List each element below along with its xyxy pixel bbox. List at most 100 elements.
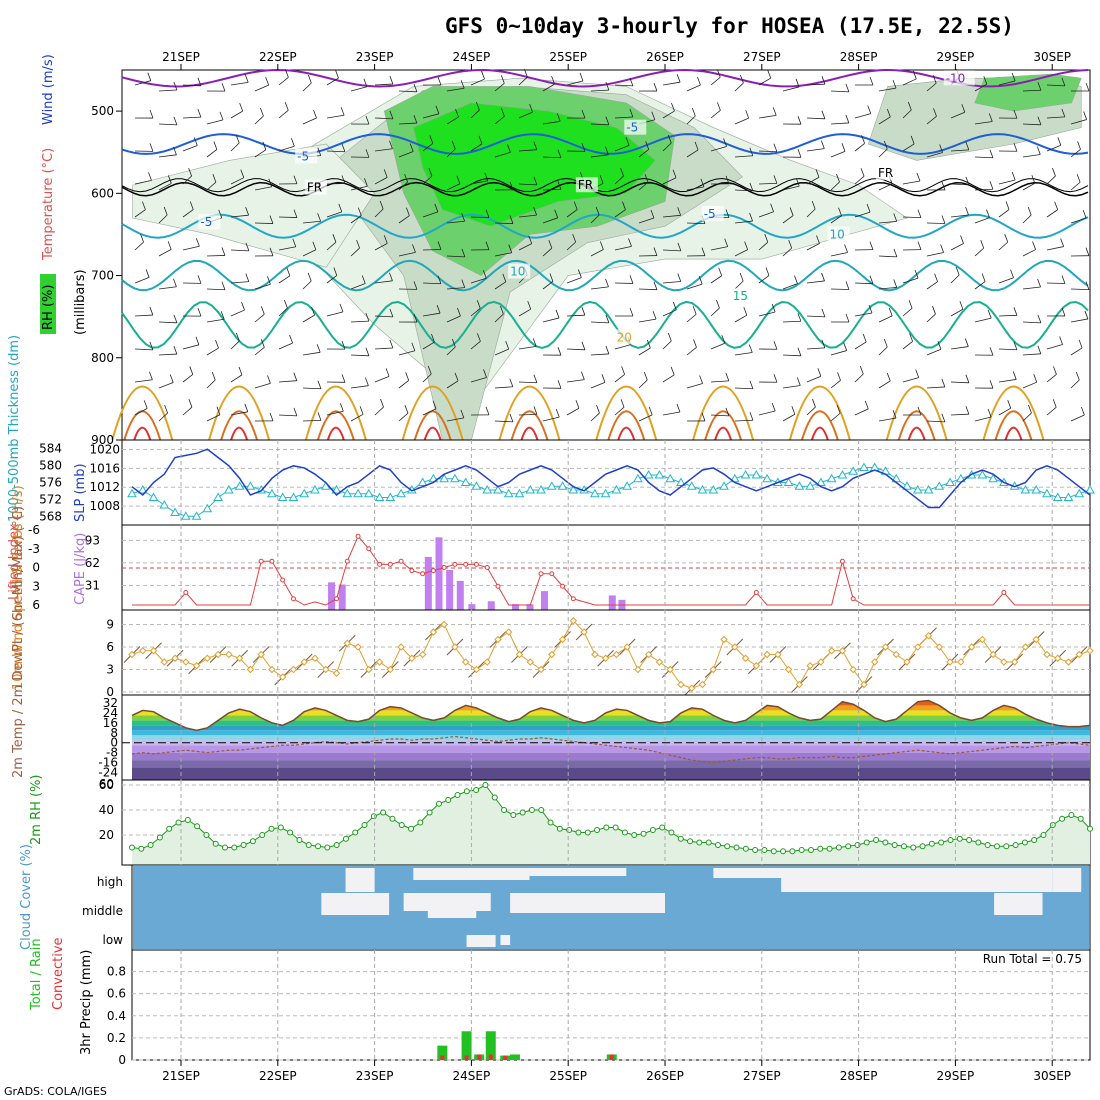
precip-conv-bar — [440, 1055, 445, 1060]
rh-shading — [132, 73, 1082, 441]
wind-barb — [782, 413, 796, 422]
wind-barb — [470, 78, 485, 86]
wind-barb — [158, 382, 174, 389]
contour-minus10 — [121, 68, 1089, 88]
wind10m-series-point — [257, 650, 265, 659]
wind-barb — [638, 217, 655, 224]
rh2m-point — [882, 839, 889, 846]
wind-barb — [350, 354, 369, 357]
rh2m-point — [714, 842, 721, 848]
thickness-series-point — [353, 488, 363, 498]
rh2m-point — [333, 842, 340, 848]
wind-barb-flag — [404, 173, 408, 183]
wind-barb-flag — [341, 340, 346, 350]
wind-barb — [1046, 144, 1062, 152]
wind10m-series-point — [526, 658, 534, 666]
li-point — [538, 571, 544, 577]
wind-barb — [470, 180, 488, 185]
thickness-series-point — [676, 477, 686, 486]
wind-barb — [878, 417, 897, 422]
wind-barb-flag — [312, 241, 317, 250]
wind-barb-flag — [765, 267, 770, 276]
wind-barb-flag — [500, 75, 505, 84]
wind-barb-flag — [697, 76, 701, 86]
wind-barb — [758, 241, 769, 251]
rh2m-point — [1003, 843, 1010, 850]
wind-barb — [782, 385, 801, 389]
thickness-series-point — [180, 511, 191, 520]
wind-barb-flag — [821, 308, 826, 318]
wind10m-series-point — [558, 635, 567, 644]
wind-barb-flag — [197, 275, 202, 284]
wind-barb — [542, 156, 561, 159]
wind10m-series-point — [967, 643, 976, 651]
wind-barb-flag — [1076, 174, 1081, 183]
wind10m-series-point — [892, 650, 900, 659]
wind10m-series-point — [408, 654, 416, 662]
wind-barb-flag — [195, 238, 200, 247]
wind-barb-flag — [595, 206, 600, 216]
wind-barb-flag — [939, 144, 943, 153]
wind-barb — [374, 148, 393, 152]
wind-barb — [854, 373, 864, 383]
pressure-tick-label: 900 — [91, 433, 114, 447]
precip-conv-bar — [503, 1055, 508, 1060]
wind-barb — [1046, 344, 1063, 350]
temp-band — [132, 760, 1090, 768]
thickness-series-point — [170, 507, 180, 516]
wind10m-series-point — [763, 650, 771, 659]
wind-barb-flag — [189, 201, 194, 210]
wind-barb — [470, 341, 481, 350]
contour-label-bg — [614, 329, 637, 345]
wind-barb-flag — [286, 267, 291, 276]
wind-barb-flag — [509, 215, 514, 224]
wind-barb — [518, 413, 537, 416]
wind-barb — [230, 340, 240, 350]
rh2m-point — [1021, 839, 1028, 846]
rh-tick-label: 40 — [99, 803, 114, 817]
wind-barb — [446, 346, 456, 356]
thickness-series-point — [224, 484, 234, 494]
contour-15 — [121, 300, 1089, 349]
wind-barb-flag — [220, 311, 225, 320]
top-date-label: 24SEP — [453, 50, 491, 64]
wind-barb — [590, 214, 600, 224]
contour-30 — [326, 426, 345, 441]
top-date-label: 25SEP — [549, 50, 587, 64]
top-date-label: 21SEP — [162, 50, 200, 64]
wind-barb-flag — [989, 380, 994, 389]
wind-barb — [206, 347, 219, 356]
wind-barb — [950, 183, 969, 186]
wind10m-series-point — [505, 628, 513, 636]
wind-barb-flag — [749, 212, 753, 222]
cloud-patch — [500, 935, 511, 945]
wind-barb-flag — [1033, 374, 1038, 383]
wind10m-series-point — [268, 665, 276, 674]
thickness-series-point — [277, 492, 288, 501]
wind-barb — [638, 414, 653, 422]
wind-barb-flag — [651, 111, 656, 120]
wind-barb-flag — [173, 314, 178, 323]
rh2m-point — [1087, 825, 1093, 832]
wind10m-series-point — [817, 658, 825, 666]
wind-barb-flag — [245, 207, 250, 216]
rh2m-point — [184, 817, 191, 823]
wind-barb-flag — [744, 241, 749, 250]
wind-barb-flag — [937, 341, 942, 350]
precip-total-bar — [485, 1031, 496, 1060]
wind-barb-flag — [193, 137, 198, 146]
wind-barb-flag — [605, 345, 610, 355]
cape-label: CAPE (J/kg) — [73, 533, 88, 605]
wind-barb — [854, 211, 871, 218]
wind-barb — [374, 376, 390, 383]
contour-10 — [121, 259, 1089, 292]
wind-barb — [182, 116, 201, 119]
wind-barb-flag — [965, 406, 970, 415]
rh2m-point — [482, 782, 489, 788]
wind-barb-flag — [677, 207, 682, 216]
wind-barb-flag — [478, 135, 483, 145]
wind10m-series-point — [946, 658, 954, 666]
wind-barb-flag — [1085, 247, 1090, 256]
wind-barb — [446, 255, 465, 258]
wind-barb-flag — [267, 276, 271, 285]
